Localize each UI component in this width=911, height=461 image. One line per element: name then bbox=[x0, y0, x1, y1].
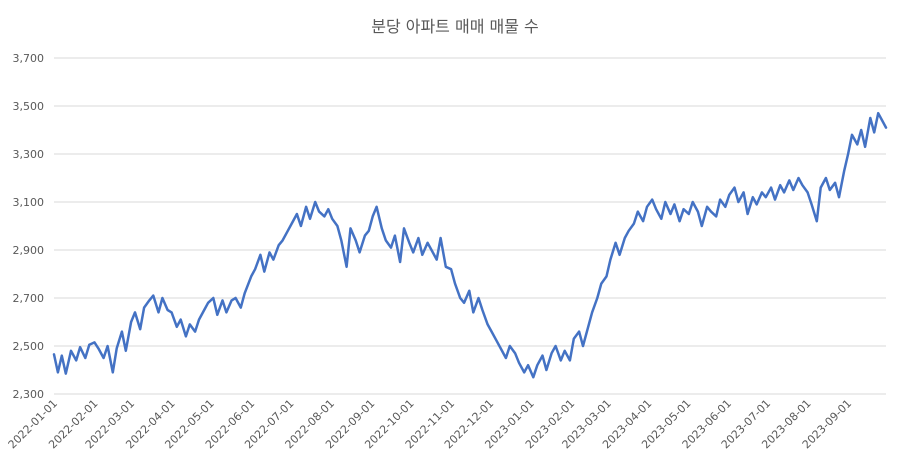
y-tick-label: 3,300 bbox=[13, 148, 45, 161]
gridlines bbox=[54, 57, 886, 395]
series bbox=[52, 111, 888, 379]
y-tick-label: 2,900 bbox=[13, 244, 45, 257]
y-tick-label: 3,500 bbox=[13, 100, 45, 113]
series-line bbox=[52, 111, 888, 379]
y-tick-label: 2,300 bbox=[13, 388, 45, 401]
chart-title: 분당 아파트 매매 매물 수 bbox=[371, 17, 539, 36]
x-axis-ticks: 2022-01-012022-02-012022-03-012022-04-01… bbox=[6, 397, 855, 451]
y-tick-label: 2,700 bbox=[13, 292, 45, 305]
y-tick-label: 2,500 bbox=[13, 340, 45, 353]
y-tick-label: 3,700 bbox=[13, 52, 45, 65]
y-tick-label: 3,100 bbox=[13, 196, 45, 209]
y-axis-ticks: 2,300 2,500 2,700 2,900 3,100 3,300 3,500 3,700 bbox=[13, 52, 45, 401]
